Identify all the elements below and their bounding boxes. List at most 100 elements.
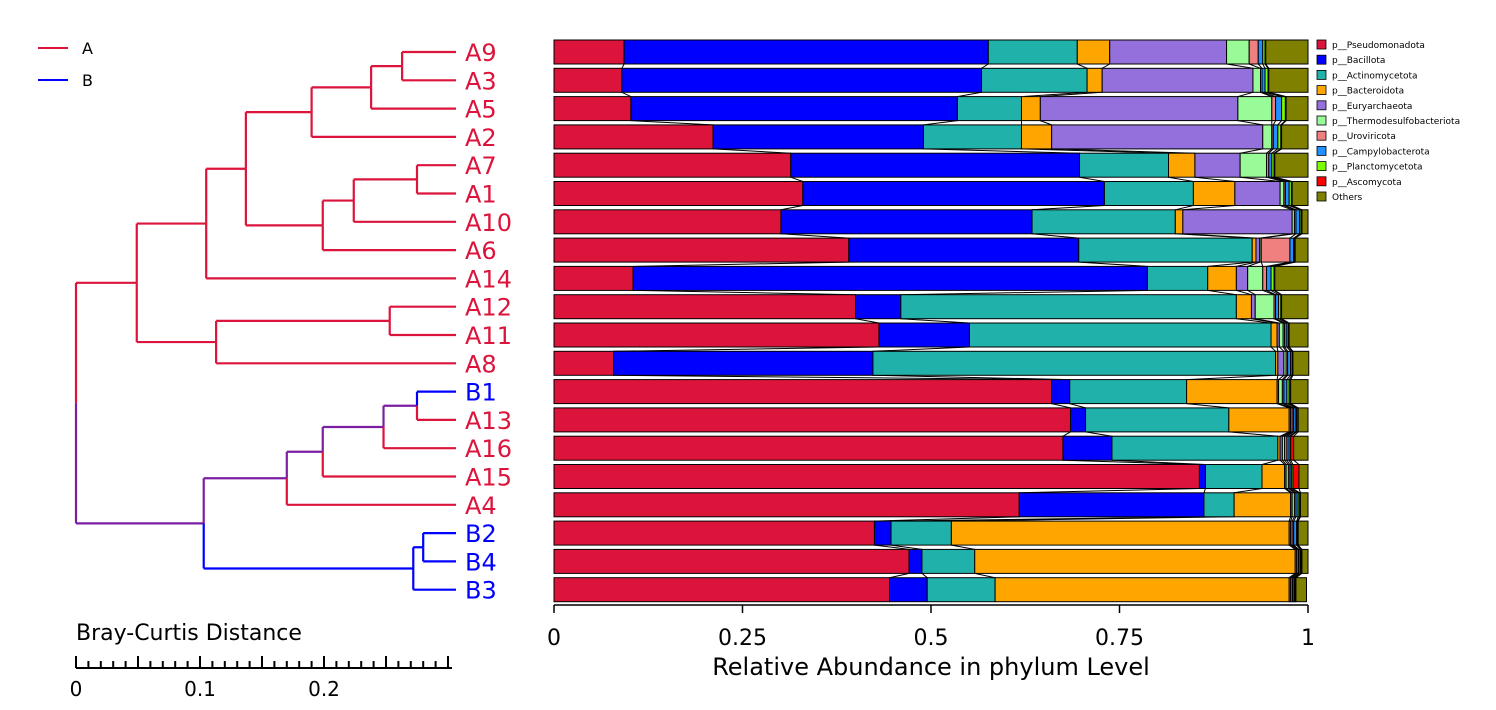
bar-segment-A10-Others bbox=[1301, 209, 1309, 235]
legend-label: p__Bacillota bbox=[1332, 56, 1385, 66]
bar-segment-A3-p__Bacillota bbox=[621, 67, 983, 93]
bar-connector-line bbox=[1268, 176, 1286, 182]
bar-segment-A14-p__Bacteroidota bbox=[1207, 265, 1237, 291]
bar-connector-line bbox=[1278, 374, 1285, 380]
bar-connector-line bbox=[1288, 205, 1300, 211]
bar-connector-line bbox=[1293, 516, 1297, 522]
legend-label: p__Bacteroidota bbox=[1332, 87, 1404, 97]
bar-connector-line bbox=[1284, 488, 1291, 494]
bar-connector-line bbox=[1284, 431, 1293, 437]
bar-connector-line bbox=[1019, 488, 1200, 494]
bar-segment-A7-p__Bacillota bbox=[790, 152, 1081, 178]
bar-connector-line bbox=[1277, 120, 1282, 126]
bar-connector-line bbox=[1279, 346, 1285, 352]
bar-connector-line bbox=[1288, 488, 1295, 494]
bar-connector-line bbox=[1286, 346, 1292, 352]
bar-segment-A11-p__Bacteroidota bbox=[1270, 322, 1278, 348]
bar-segment-B4-p__Bacteroidota bbox=[974, 548, 1296, 574]
bar-segment-A6-p__Actinomycetota bbox=[1078, 237, 1253, 263]
bar-connector-line bbox=[780, 205, 803, 211]
bar-connector-line bbox=[1062, 459, 1200, 465]
bar-connector-line bbox=[1249, 63, 1261, 69]
bar-segment-A10-p__Pseudomonadota bbox=[553, 209, 782, 235]
bar-connector-line bbox=[1288, 346, 1294, 352]
bar-segment-A6-p__Uroviricota bbox=[1260, 237, 1291, 263]
legend-swatch bbox=[1316, 176, 1327, 187]
bar-connector-line bbox=[1297, 516, 1301, 522]
dendrogram-leaf-label: A10 bbox=[465, 209, 512, 237]
bar-connector-line bbox=[1286, 431, 1294, 437]
bar-segment-B3-p__Bacillota bbox=[889, 577, 928, 603]
x-tick-label: 0.75 bbox=[1095, 626, 1144, 651]
bar-segment-A11-p__Pseudomonadota bbox=[553, 322, 880, 348]
bar-segment-A14-p__Thermodesulfobacteriota bbox=[1247, 265, 1264, 291]
x-axis-title: Relative Abundance in phylum Level bbox=[712, 653, 1150, 681]
bar-connector-line bbox=[1278, 403, 1291, 409]
dendrogram-leaf-label: A8 bbox=[465, 350, 497, 378]
legend-swatch bbox=[1316, 130, 1327, 141]
legend-swatch bbox=[1316, 191, 1327, 202]
dendrogram-leaf-labels: A9A3A5A2A7A1A10A6A14A12A11A8B1A13A16A15A… bbox=[465, 39, 512, 605]
bar-segment-A4-p__Actinomycetota bbox=[1203, 492, 1235, 518]
bar-connector-line bbox=[1291, 205, 1303, 211]
bar-connector-line bbox=[790, 176, 803, 182]
bar-connector-line bbox=[1281, 459, 1287, 465]
bar-segment-B1-p__Thermodesulfobacteriota bbox=[1278, 379, 1283, 405]
bar-connector-line bbox=[1292, 572, 1300, 579]
dendrogram-leaf-label: B2 bbox=[465, 520, 497, 548]
bar-connector-line bbox=[1262, 289, 1275, 296]
bar-connector-line bbox=[1270, 346, 1276, 352]
bar-segment-B1-p__Bacillota bbox=[1051, 379, 1071, 405]
bar-connector-line bbox=[1274, 176, 1293, 182]
bar-connector-line bbox=[1247, 289, 1256, 296]
bar-connector-line bbox=[1226, 63, 1254, 69]
bar-connector-line bbox=[1274, 289, 1282, 296]
bar-segment-A11-p__Bacillota bbox=[878, 322, 970, 348]
bar-segment-A13-p__Pseudomonadota bbox=[553, 407, 1071, 433]
bar-segment-A5-p__Actinomycetota bbox=[956, 96, 1022, 122]
bar-connector-line bbox=[1247, 261, 1260, 267]
bar-connector-line bbox=[1290, 431, 1297, 437]
dendrogram-leaf-label: B3 bbox=[465, 577, 497, 605]
bar-segment-A15-p__Pseudomonadota bbox=[553, 464, 1200, 489]
bar-segment-A16-p__Pseudomonadota bbox=[553, 435, 1064, 461]
bar-segment-A13-p__Actinomycetota bbox=[1085, 407, 1230, 433]
bar-segment-A9-p__Actinomycetota bbox=[987, 39, 1078, 65]
bar-connector-line bbox=[1207, 261, 1253, 267]
bar-segment-A6-p__Bacteroidota bbox=[1251, 237, 1257, 263]
bar-segment-A14-p__Euryarchaeota bbox=[1235, 265, 1249, 291]
bar-connector-line bbox=[1270, 289, 1279, 296]
bar-segment-A9-p__Euryarchaeota bbox=[1109, 39, 1228, 65]
bar-connector-line bbox=[923, 120, 958, 126]
bar-segment-A7-p__Actinomycetota bbox=[1079, 152, 1170, 178]
bar-connector-lines bbox=[613, 63, 1303, 579]
bar-connector-line bbox=[613, 374, 1052, 381]
bar-segment-A12-p__Euryarchaeota bbox=[1250, 294, 1256, 320]
group-legend-a-label: A bbox=[82, 39, 93, 58]
bar-segment-A9-Others bbox=[1265, 39, 1309, 65]
bar-connector-line bbox=[1276, 403, 1290, 409]
dendrogram-leaf-label: A13 bbox=[465, 407, 512, 435]
legend-label: p__Euryarchaeota bbox=[1332, 102, 1412, 112]
bar-connector-line bbox=[1291, 544, 1299, 550]
x-tick-label: 0 bbox=[547, 626, 561, 651]
bar-connector-line bbox=[1101, 63, 1110, 69]
bar-segment-A9-p__Bacteroidota bbox=[1076, 39, 1111, 65]
bar-connector-line bbox=[1288, 459, 1292, 465]
bar-connector-line bbox=[1268, 148, 1274, 154]
bar-segment-A4-p__Pseudomonadota bbox=[553, 492, 1020, 518]
bar-connector-line bbox=[923, 148, 1080, 154]
bar-connector-line bbox=[1040, 91, 1103, 98]
bar-connector-line bbox=[621, 63, 625, 69]
bar-connector-line bbox=[633, 289, 856, 296]
bar-segment-A8-p__Actinomycetota bbox=[872, 350, 1277, 376]
bar-segment-A5-p__Pseudomonadota bbox=[553, 96, 632, 122]
dendrogram-leaf-label: A2 bbox=[465, 124, 497, 152]
bar-connector-line bbox=[1297, 544, 1303, 550]
bar-connector-line bbox=[713, 148, 791, 154]
bar-segment-A8-p__Euryarchaeota bbox=[1277, 350, 1285, 376]
bar-segment-A3-p__Euryarchaeota bbox=[1101, 67, 1254, 93]
bar-segment-A11-p__Thermodesulfobacteriota bbox=[1278, 322, 1284, 348]
bar-connector-line bbox=[1203, 488, 1206, 493]
bar-connector-line bbox=[1175, 205, 1194, 211]
